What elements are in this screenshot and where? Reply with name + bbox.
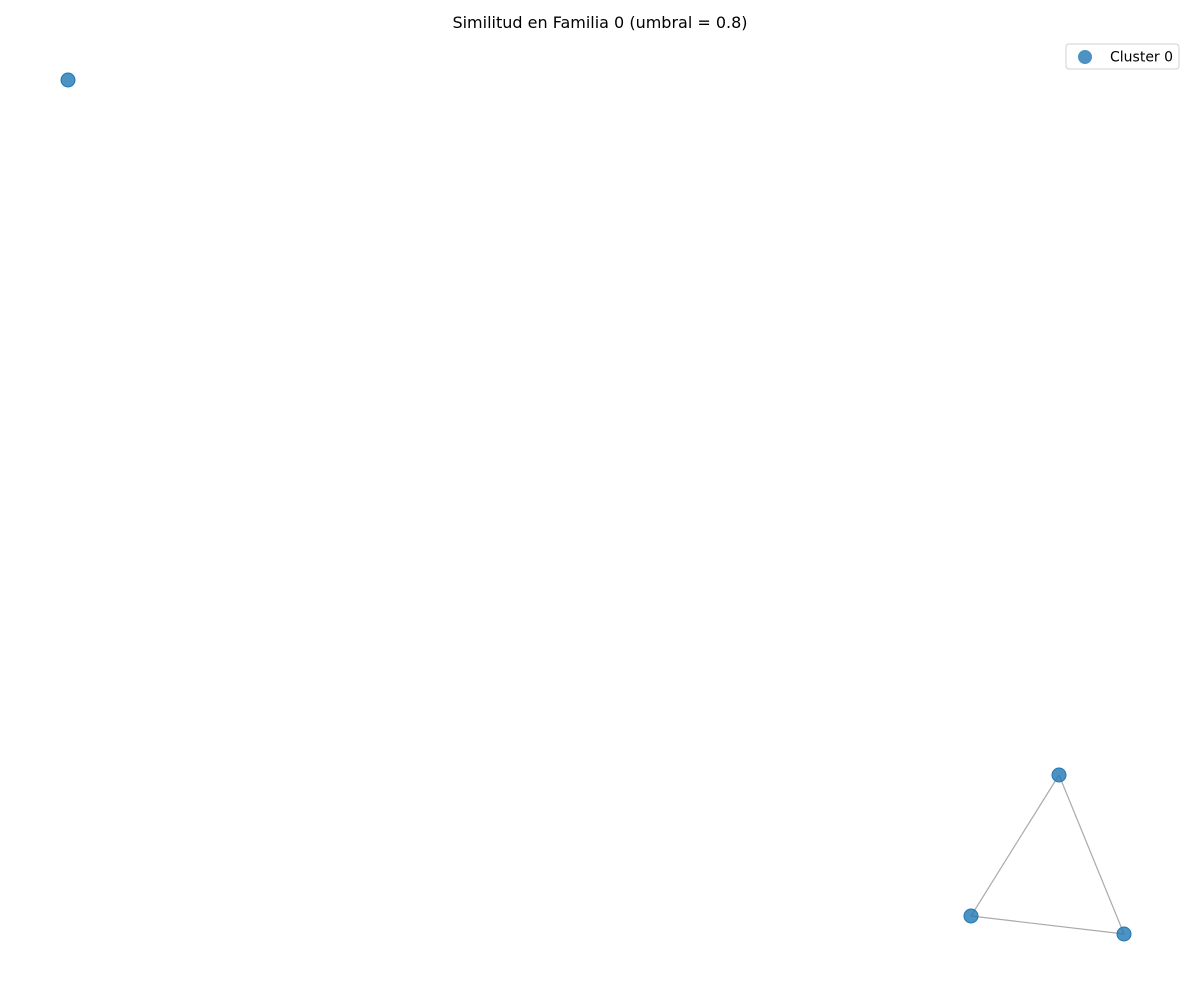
edge-n2-n3: [970, 915, 1125, 935]
edges-layer: [970, 774, 1125, 935]
node-n0: [60, 72, 76, 88]
legend-label-cluster-0: Cluster 0: [1110, 50, 1173, 66]
edge-n1-n3: [1058, 774, 1125, 935]
node-n2: [963, 908, 979, 924]
legend-marker-cluster-0: [1078, 50, 1092, 64]
node-n1: [1051, 767, 1067, 783]
nodes-layer: [60, 72, 1132, 942]
chart-title: Similitud en Familia 0 (umbral = 0.8): [452, 13, 747, 32]
edge-n1-n2: [970, 774, 1060, 917]
legend-frame: [1065, 43, 1180, 70]
legend: Cluster 0: [1065, 43, 1180, 70]
node-n3: [1116, 926, 1132, 942]
